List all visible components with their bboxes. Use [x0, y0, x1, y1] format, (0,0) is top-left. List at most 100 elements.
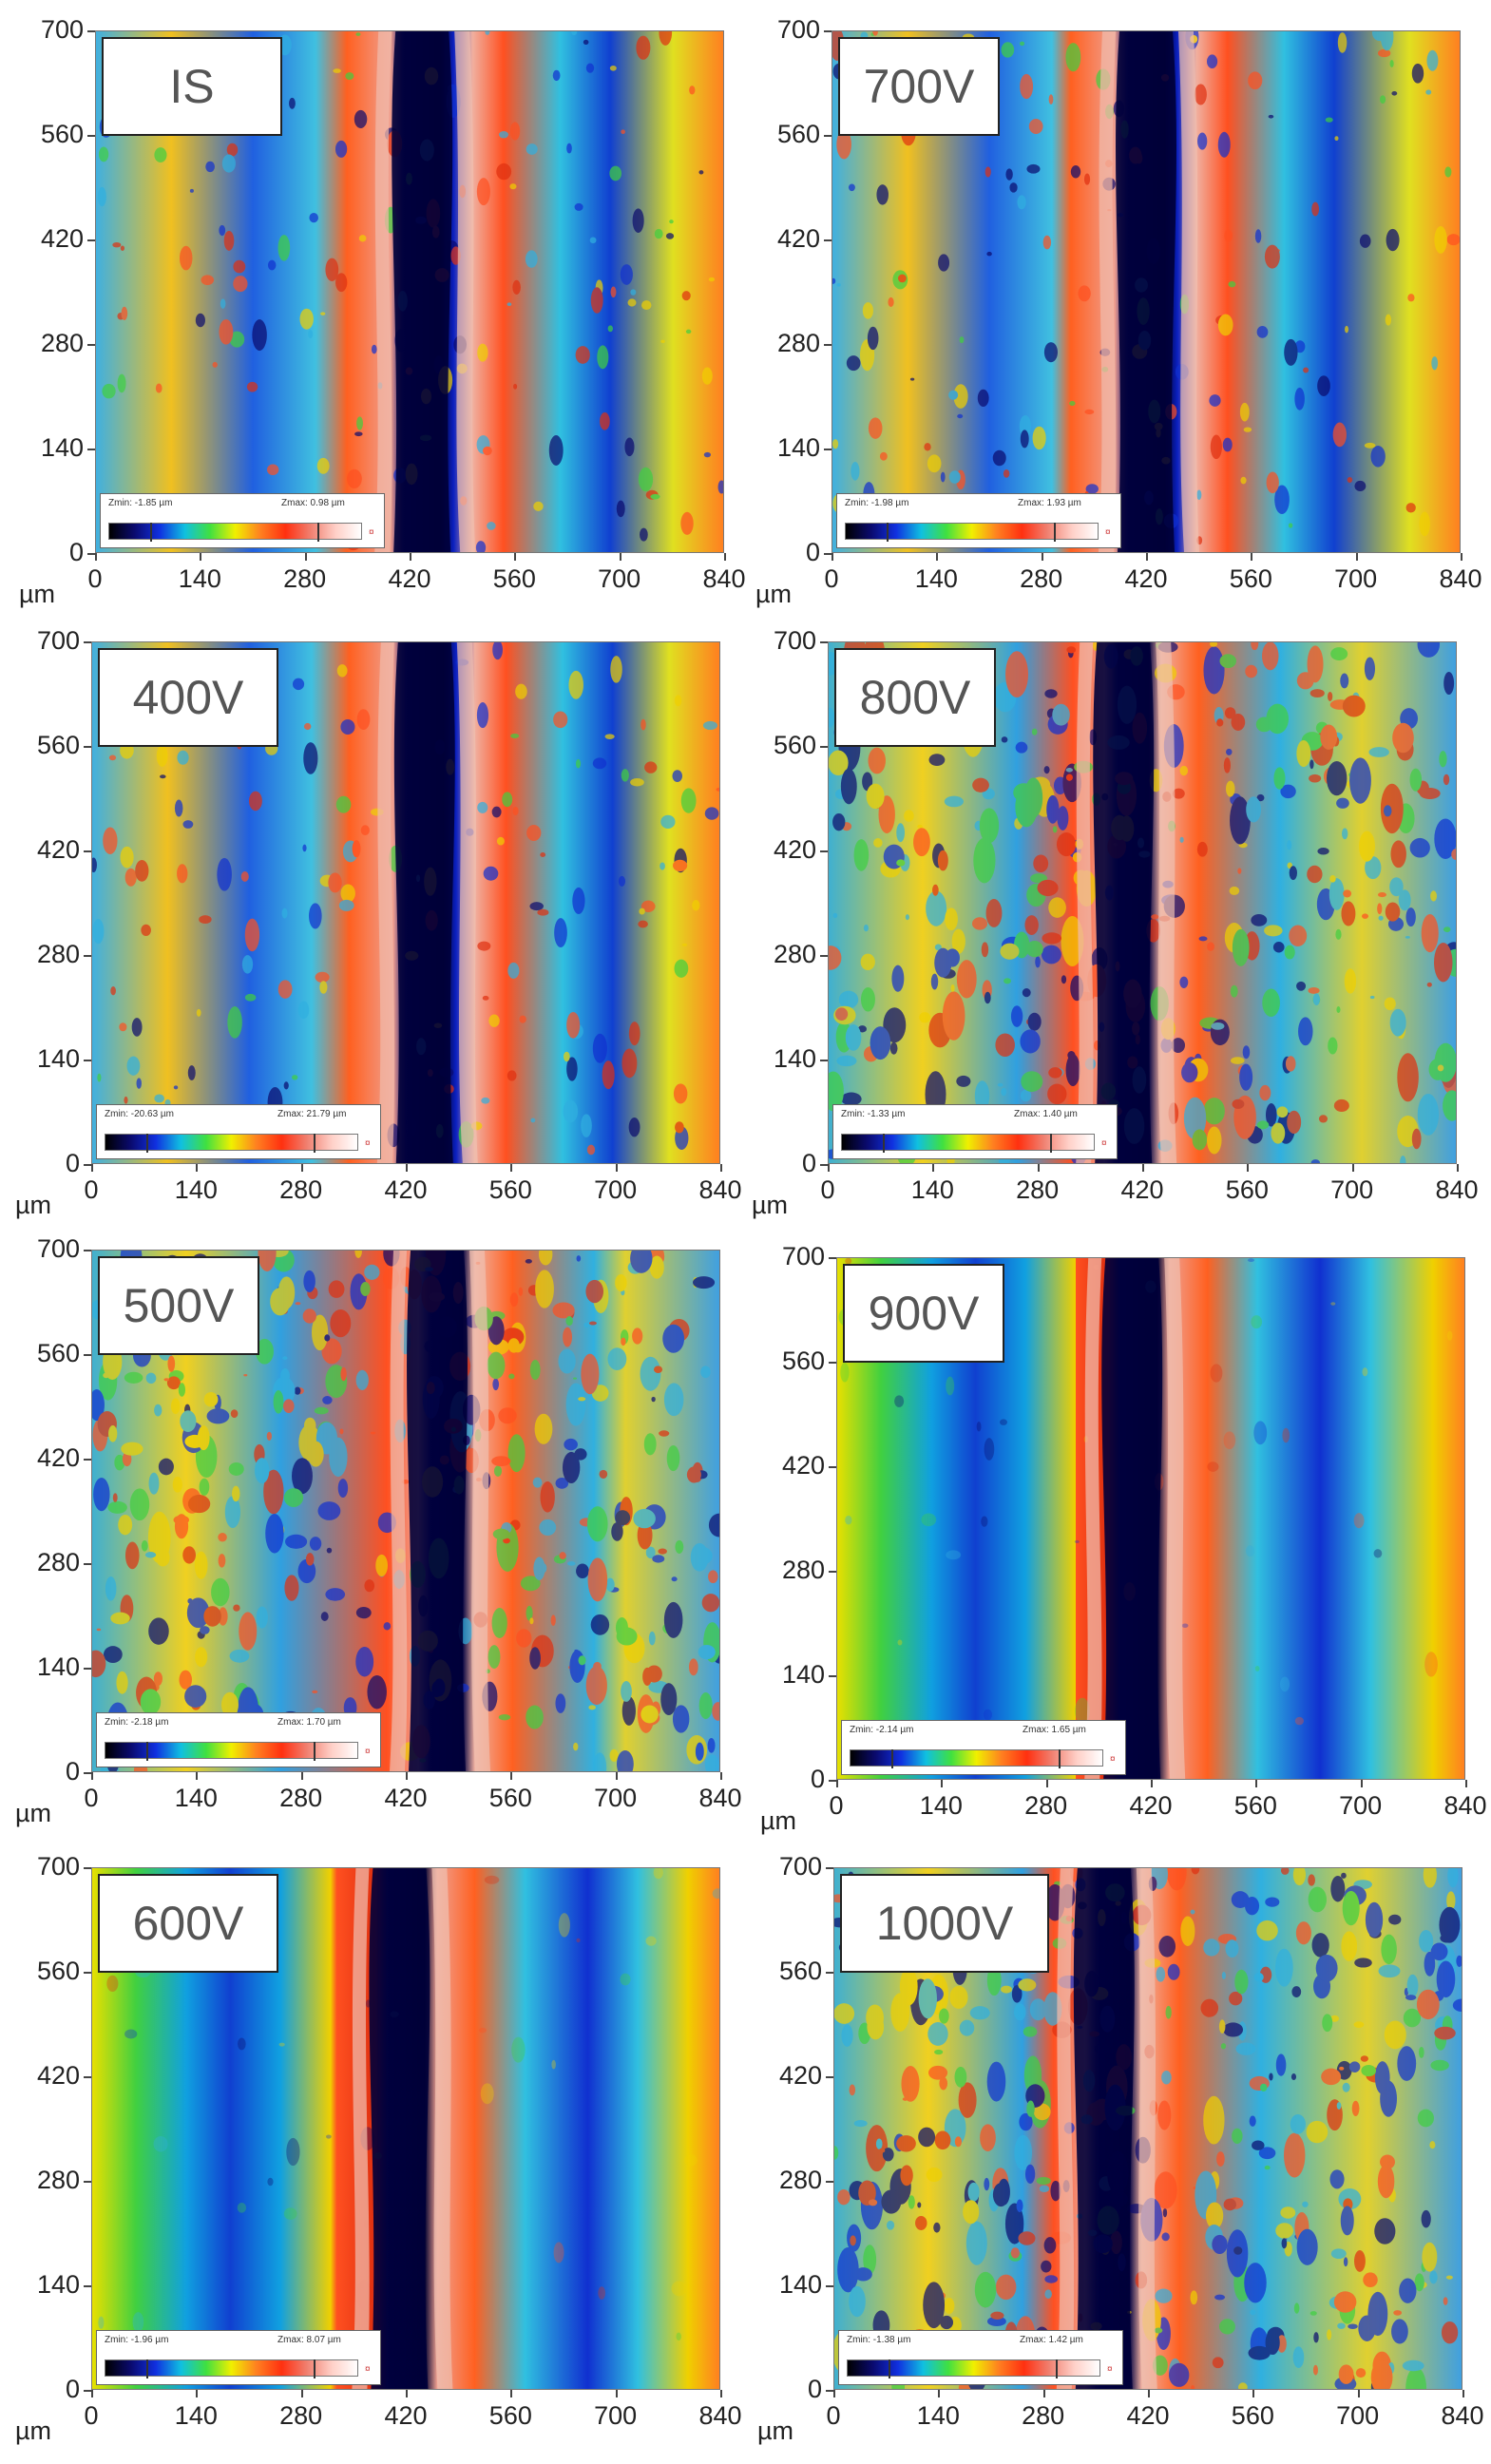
zmax-label: Zmax: 1.40 µm	[1014, 1109, 1078, 1119]
color-scale-legend: Zmin: -1.33 µm Zmax: 1.40 µm ¤	[832, 1104, 1118, 1159]
y-tick-mark	[826, 2390, 833, 2392]
x-tick-mark	[1360, 1780, 1363, 1787]
x-tick-mark	[406, 1772, 408, 1780]
zmax-marker	[314, 1742, 315, 1761]
y-tick-label: 420	[773, 835, 816, 864]
zmax-marker	[314, 1134, 315, 1153]
zmax-label: Zmax: 1.42 µm	[1020, 2335, 1083, 2345]
y-tick-mark	[826, 2076, 833, 2078]
x-tick-label: 700	[594, 2401, 638, 2430]
color-scale-bar	[105, 1742, 358, 1759]
x-tick-label: 420	[1126, 2401, 1170, 2430]
y-tick-label: 280	[776, 329, 820, 357]
zmin-label: Zmin: -2.14 µm	[850, 1725, 914, 1735]
y-tick-mark	[829, 1466, 836, 1468]
x-tick-label: 840	[1443, 1791, 1487, 1820]
x-tick-label: 420	[1129, 1791, 1173, 1820]
x-tick-label: 140	[178, 564, 221, 593]
zmax-label: Zmax: 21.79 µm	[277, 1109, 347, 1119]
x-tick-label: 0	[826, 2401, 841, 2430]
x-tick-label: 140	[910, 1175, 954, 1204]
x-tick-label: 700	[1336, 2401, 1380, 2430]
x-tick-label: 140	[174, 1175, 218, 1204]
y-tick-mark	[87, 135, 95, 137]
x-tick-mark	[941, 1780, 944, 1787]
y-tick-label: 140	[36, 1044, 80, 1073]
y-tick-label: 280	[773, 940, 816, 968]
sample-label: 600V	[98, 1874, 278, 1973]
x-tick-label: 420	[388, 564, 431, 593]
x-tick-label: 140	[174, 2401, 218, 2430]
y-tick-label: 700	[778, 1852, 822, 1881]
color-scale-bar	[105, 1134, 358, 1151]
x-tick-label: 280	[1024, 1791, 1068, 1820]
color-scale-legend: Zmin: -1.96 µm Zmax: 8.07 µm ¤	[96, 2330, 381, 2385]
y-tick-label: 140	[781, 1660, 825, 1689]
y-tick-label: 0	[805, 538, 820, 566]
y-tick-label: 0	[65, 2375, 80, 2403]
x-tick-label: 280	[279, 1175, 323, 1204]
axis-unit-label: µm	[15, 1799, 52, 1827]
y-tick-mark	[84, 1972, 91, 1974]
x-tick-mark	[720, 2390, 722, 2397]
x-tick-label: 0	[84, 2401, 99, 2430]
y-tick-label: 420	[781, 1451, 825, 1480]
y-tick-mark	[87, 553, 95, 555]
y-tick-label: 560	[776, 120, 820, 148]
y-tick-label: 420	[36, 1443, 80, 1472]
y-tick-label: 280	[36, 940, 80, 968]
x-tick-label: 0	[84, 1175, 99, 1204]
y-tick-label: 140	[778, 2270, 822, 2299]
x-tick-mark	[510, 2390, 513, 2397]
y-tick-label: 560	[36, 1339, 80, 1367]
x-tick-label: 560	[492, 564, 536, 593]
y-tick-mark	[84, 1060, 91, 1061]
height-map-image	[834, 1868, 1462, 2389]
y-tick-label: 420	[36, 835, 80, 864]
y-tick-mark	[824, 135, 832, 137]
x-tick-mark	[510, 1164, 513, 1172]
scale-end-icon: ¤	[1105, 527, 1111, 538]
x-tick-label: 420	[1120, 1175, 1164, 1204]
x-tick-label: 420	[1124, 564, 1168, 593]
zmin-label: Zmin: -1.38 µm	[847, 2335, 911, 2345]
axis-unit-label: µm	[757, 2416, 794, 2445]
scale-end-icon: ¤	[365, 1138, 371, 1149]
x-tick-mark	[615, 2390, 618, 2397]
zmin-marker	[146, 2359, 148, 2378]
y-tick-mark	[84, 1563, 91, 1565]
height-map-image	[92, 1868, 719, 2389]
sample-label: 400V	[98, 648, 278, 747]
y-tick-label: 280	[778, 2166, 822, 2194]
color-scale-legend: Zmin: -20.63 µm Zmax: 21.79 µm ¤	[96, 1104, 381, 1159]
x-tick-mark	[196, 1164, 199, 1172]
x-tick-label: 420	[384, 1175, 428, 1204]
color-scale-bar	[105, 2359, 358, 2377]
axis-unit-label: µm	[19, 580, 56, 608]
y-tick-label: 280	[36, 2166, 80, 2194]
x-tick-label: 140	[914, 564, 958, 593]
y-tick-mark	[820, 1060, 828, 1061]
zmax-marker	[1056, 2359, 1058, 2378]
x-tick-label: 560	[1229, 564, 1272, 593]
y-tick-label: 420	[40, 224, 84, 253]
y-tick-mark	[84, 1164, 91, 1166]
y-tick-mark	[829, 1362, 836, 1364]
x-tick-label: 840	[702, 564, 746, 593]
y-tick-mark	[824, 30, 832, 32]
zmin-label: Zmin: -1.33 µm	[841, 1109, 906, 1119]
x-tick-label: 840	[698, 2401, 742, 2430]
x-tick-label: 140	[919, 1791, 963, 1820]
x-tick-label: 280	[1016, 1175, 1060, 1204]
color-scale-bar	[108, 523, 362, 540]
x-tick-label: 420	[384, 1784, 428, 1812]
scale-end-icon: ¤	[369, 527, 374, 538]
y-tick-mark	[87, 344, 95, 346]
x-tick-label: 700	[594, 1175, 638, 1204]
zmin-marker	[146, 1134, 148, 1153]
surface-plot: 600V Zmin: -1.96 µm Zmax: 8.07 µm ¤	[91, 1867, 720, 2390]
x-tick-mark	[1037, 1164, 1040, 1172]
x-tick-mark	[619, 553, 621, 561]
zmax-label: Zmax: 1.65 µm	[1023, 1725, 1086, 1735]
y-tick-label: 280	[36, 1548, 80, 1576]
